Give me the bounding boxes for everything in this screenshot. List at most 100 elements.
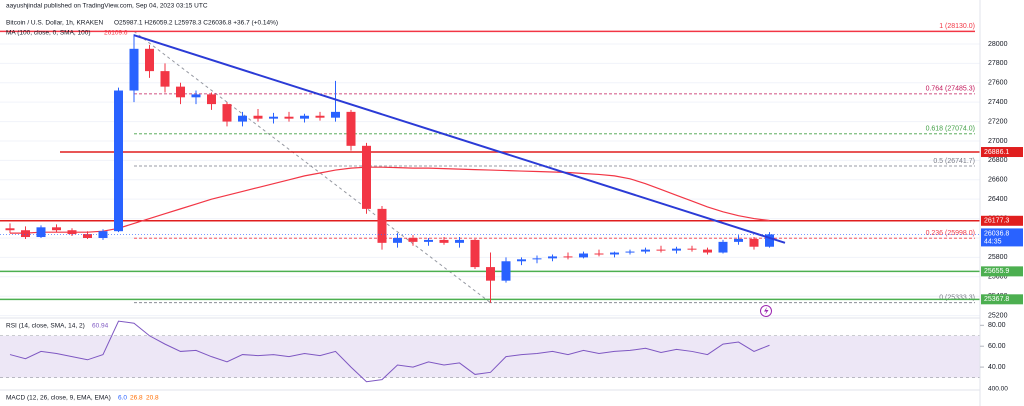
candle-body [269,116,278,119]
candle-body [486,267,495,281]
y-tick-label: 80.00 [988,322,1006,329]
level-tag [981,294,1023,305]
y-tick-label: 26600 [988,177,1008,184]
candle-body [145,48,154,72]
price-axis: 2520025400256002580026000262002640026600… [980,41,1023,371]
price-grid [0,43,980,317]
y-tick-label: 27800 [988,60,1008,67]
macd-reading: 20.8 [146,395,159,402]
y-tick-label: 25200 [988,312,1008,319]
candle-body [610,252,619,255]
y-tick-label: 28000 [988,41,1008,48]
ma-value: 26109.6 [104,30,128,37]
candle-body [641,249,650,252]
macd-label: MACD (12, 26, close, 9, EMA, EMA) [6,395,111,402]
level-tag [981,215,1023,226]
candle-body [207,94,216,105]
y-tick-label: 25800 [988,254,1008,261]
candle-body [377,208,387,243]
y-tick-label: 40.00 [988,364,1006,371]
fib-label: 0.236 (25998.0) [926,230,975,237]
candle-body [439,239,449,243]
rsi-line [9,320,770,383]
candle-body [656,249,666,251]
rsi-panel [0,320,980,383]
candle-body [5,228,15,231]
trendline [133,34,786,244]
candle-body [98,231,108,238]
candle-body [672,248,681,251]
last-price-label: 26036.8 [984,230,1009,237]
y-tick-label: 27000 [988,138,1008,145]
event-icon-bolt [764,307,769,315]
author: aayushjindal published on TradingView.co… [6,3,208,10]
candle-body [548,256,557,259]
candle-body [718,241,728,253]
level-tag-label: 25655.9 [984,268,1009,275]
candle-body [222,104,232,122]
candle-body [253,115,263,119]
candle-body [238,115,247,122]
candle-body [114,90,123,232]
candle-body [579,253,588,258]
candle-body [501,261,511,281]
fib-label: 0.764 (27485.3) [926,86,975,93]
ma-label: MA (100, close, 0, SMA, 100) [6,30,91,37]
countdown: 44:35 [984,238,1002,245]
y-tick-label: 60.00 [988,343,1006,350]
candle-body [408,237,418,242]
symbol: Bitcoin / U.S. Dollar, 1h, KRAKEN [6,20,103,27]
level-tag [981,147,1023,158]
candle-body [21,230,30,238]
level-tag-label: 25367.8 [984,296,1009,303]
candle-body [517,259,526,262]
candle-body [300,115,309,119]
fib-label: 1 (28130.0) [939,23,975,30]
level-tag [981,266,1023,277]
candle-body [703,249,712,253]
macd-tick-label: 400.00 [988,386,1008,393]
fib-label: 0.5 (26741.7) [933,158,975,165]
candle-body [331,111,340,118]
y-tick-label: 25600 [988,274,1008,281]
candle-body [563,256,573,258]
ohlc: O25987.1 H26059.2 L25978.3 C26036.8 +36.… [114,20,278,27]
candle-body [734,238,743,242]
level-tag-label: 26886.1 [984,149,1009,156]
rsi-band [0,335,980,378]
candle-body [393,237,402,243]
candle-body [129,48,139,91]
candle-body [52,227,61,231]
candle-body [532,258,542,260]
candle-body [765,234,774,247]
candle-body [455,239,464,243]
candle-body [284,116,294,119]
y-tick-label: 26800 [988,157,1008,164]
candle-body [160,71,170,87]
candle-body [749,238,759,247]
candle-body [36,227,46,238]
y-tick-label: 27600 [988,80,1008,87]
ma-line [10,166,770,234]
candle-body [362,145,371,209]
candle-body [191,94,201,98]
macd-reading: 26.8 [130,395,143,402]
price-panel: 1 (28130.0) 0.764 (27485.3) 0.618 (27074.0… [0,23,980,304]
candle-body [470,239,480,268]
last-price-tag [981,228,1023,247]
y-tick-label: 27400 [988,99,1008,106]
y-tick-label: 27200 [988,118,1008,125]
rsi-value: 60.94 [92,323,109,330]
macd-reading: 6.0 [118,395,127,402]
level-tag-label: 26177.3 [984,218,1009,225]
candle-body [625,251,635,253]
candle-body [346,111,356,146]
fib-label: 0 (25333.3) [939,295,975,302]
candle-body [67,230,77,235]
candle-body [687,248,697,250]
candle-body [176,86,185,98]
candle-body [424,239,433,242]
candle-body [83,234,92,238]
candle-body [594,253,604,255]
